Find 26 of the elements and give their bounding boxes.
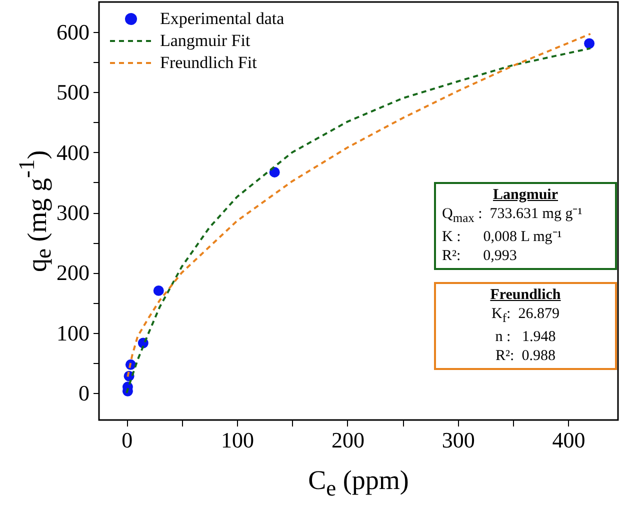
annotation: Freundlich bbox=[489, 286, 562, 305]
y-tick-label: 400 bbox=[56, 140, 90, 165]
x-tick-label: 100 bbox=[221, 428, 254, 452]
point bbox=[584, 38, 595, 49]
legend-label: Langmuir Fit bbox=[160, 30, 250, 52]
point bbox=[153, 285, 164, 296]
y-tick-label: 100 bbox=[56, 320, 90, 346]
x-tick-label: 400 bbox=[552, 428, 586, 452]
y-tick-label: 600 bbox=[56, 20, 90, 45]
y-tick-label: 500 bbox=[56, 80, 90, 105]
legend-label: Freundlich Fit bbox=[160, 52, 257, 74]
annotation: R²: 0.988 bbox=[494, 347, 556, 366]
y-tick-label: 200 bbox=[56, 260, 90, 286]
annotation: Langmuir bbox=[492, 186, 559, 205]
annotation: n : 1.948 bbox=[494, 328, 557, 347]
annotation: K$_{f}$: 26.879 bbox=[490, 305, 560, 327]
annotation: Q$_{max}$ : 733.631 mg g⁻¹ bbox=[442, 205, 584, 227]
x-tick-label: 300 bbox=[442, 428, 475, 452]
x-axis-title: C$_{e}$ (ppm) bbox=[307, 465, 410, 502]
x-tick-label: 200 bbox=[331, 428, 364, 452]
annotation: K : 0,008 L mg⁻¹ bbox=[442, 228, 563, 247]
y-tick-label: 300 bbox=[56, 200, 90, 226]
y-tick-label: 0 bbox=[78, 380, 90, 406]
legend-label: Experimental data bbox=[160, 8, 284, 30]
annotation: R²: 0,993 bbox=[442, 247, 518, 266]
x-tick-label: 0 bbox=[122, 428, 133, 452]
